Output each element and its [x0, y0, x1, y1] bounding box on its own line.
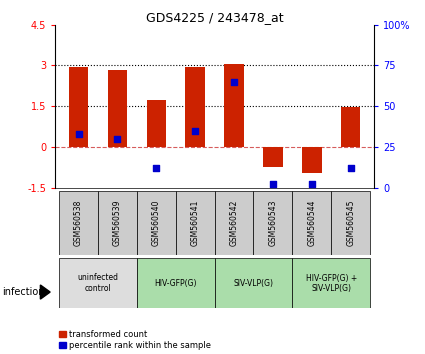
- Point: [309, 182, 315, 187]
- Bar: [185, 67, 205, 147]
- FancyBboxPatch shape: [253, 191, 292, 255]
- Text: GSM560539: GSM560539: [113, 200, 122, 246]
- Text: GSM560538: GSM560538: [74, 200, 83, 246]
- Text: GSM560545: GSM560545: [346, 200, 355, 246]
- Text: GSM560541: GSM560541: [191, 200, 200, 246]
- Text: GSM560543: GSM560543: [269, 200, 278, 246]
- FancyBboxPatch shape: [59, 191, 98, 255]
- Bar: [108, 70, 127, 147]
- Text: uninfected
control: uninfected control: [77, 274, 119, 293]
- Bar: [341, 107, 360, 147]
- Point: [347, 165, 354, 171]
- Point: [75, 131, 82, 137]
- Text: HIV-GFP(G) +
SIV-VLP(G): HIV-GFP(G) + SIV-VLP(G): [306, 274, 357, 293]
- Point: [231, 79, 238, 85]
- FancyBboxPatch shape: [292, 191, 331, 255]
- Bar: [302, 147, 322, 173]
- Point: [269, 182, 276, 187]
- FancyBboxPatch shape: [215, 191, 253, 255]
- FancyBboxPatch shape: [176, 191, 215, 255]
- Point: [153, 165, 160, 171]
- Text: infection: infection: [2, 287, 45, 297]
- Text: HIV-GFP(G): HIV-GFP(G): [155, 279, 197, 288]
- FancyBboxPatch shape: [215, 258, 292, 308]
- FancyBboxPatch shape: [331, 191, 370, 255]
- Polygon shape: [40, 285, 50, 299]
- Bar: [69, 67, 88, 147]
- Text: SIV-VLP(G): SIV-VLP(G): [233, 279, 274, 288]
- Point: [114, 136, 121, 142]
- Point: [192, 128, 198, 133]
- FancyBboxPatch shape: [137, 258, 215, 308]
- Legend: transformed count, percentile rank within the sample: transformed count, percentile rank withi…: [60, 330, 211, 350]
- Bar: [224, 64, 244, 147]
- Text: GSM560540: GSM560540: [152, 200, 161, 246]
- Title: GDS4225 / 243478_at: GDS4225 / 243478_at: [146, 11, 283, 24]
- FancyBboxPatch shape: [137, 191, 176, 255]
- FancyBboxPatch shape: [292, 258, 370, 308]
- FancyBboxPatch shape: [98, 191, 137, 255]
- FancyBboxPatch shape: [59, 258, 137, 308]
- Text: GSM560544: GSM560544: [307, 200, 316, 246]
- Bar: [263, 147, 283, 167]
- Bar: [147, 100, 166, 147]
- Text: GSM560542: GSM560542: [230, 200, 238, 246]
